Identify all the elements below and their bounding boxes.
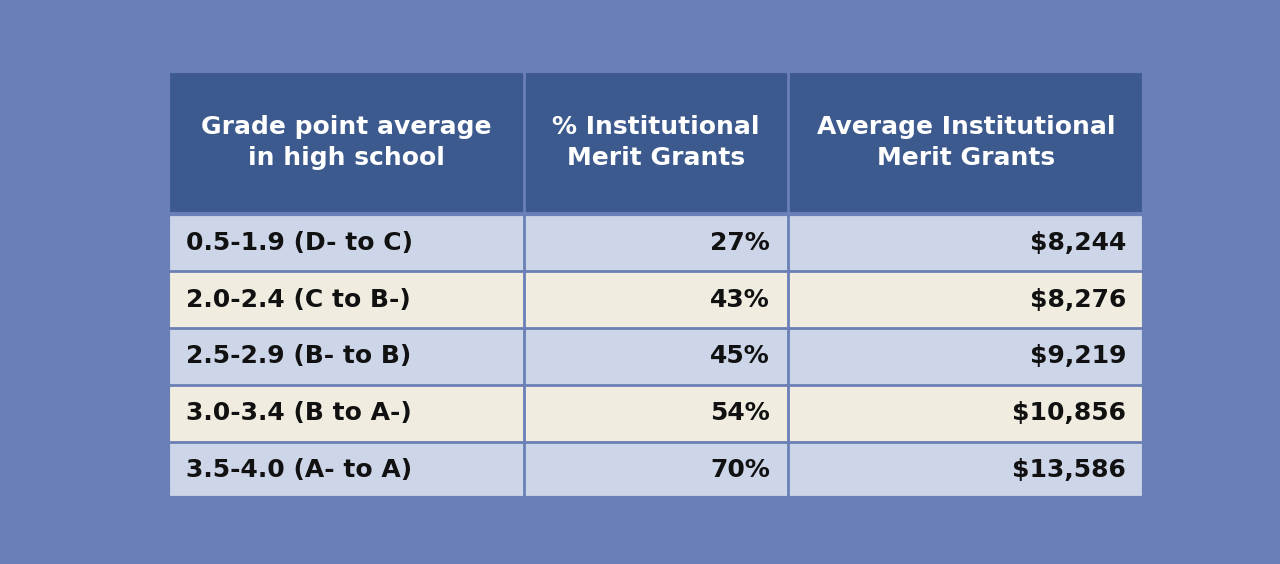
Text: $9,219: $9,219	[1029, 345, 1126, 368]
Bar	[787, 385, 1144, 442]
Text: $13,586: $13,586	[1012, 458, 1126, 482]
Text: $8,276: $8,276	[1030, 288, 1126, 311]
Bar	[525, 442, 787, 499]
Bar	[525, 385, 787, 442]
Text: 2.5-2.9 (B- to B): 2.5-2.9 (B- to B)	[186, 345, 411, 368]
Bar	[168, 214, 525, 271]
Text: 70%: 70%	[710, 458, 771, 482]
Text: 0.5-1.9 (D- to C): 0.5-1.9 (D- to C)	[186, 231, 412, 255]
Text: % Institutional
Merit Grants: % Institutional Merit Grants	[552, 116, 760, 170]
Text: 43%: 43%	[710, 288, 771, 311]
Bar	[787, 442, 1144, 499]
Bar	[168, 442, 525, 499]
Bar	[525, 214, 787, 271]
Bar	[168, 328, 525, 385]
Text: $8,244: $8,244	[1030, 231, 1126, 255]
Bar	[168, 271, 525, 328]
Bar	[525, 328, 787, 385]
Text: 3.5-4.0 (A- to A): 3.5-4.0 (A- to A)	[186, 458, 412, 482]
Text: 27%: 27%	[710, 231, 771, 255]
Bar	[168, 385, 525, 442]
Bar	[168, 71, 1144, 214]
Bar	[787, 271, 1144, 328]
Text: 45%: 45%	[710, 345, 771, 368]
Text: $10,856: $10,856	[1012, 401, 1126, 425]
Bar	[787, 328, 1144, 385]
Text: 54%: 54%	[710, 401, 771, 425]
Text: 2.0-2.4 (C to B-): 2.0-2.4 (C to B-)	[186, 288, 411, 311]
Text: Grade point average
in high school: Grade point average in high school	[201, 116, 492, 170]
Text: Average Institutional
Merit Grants: Average Institutional Merit Grants	[817, 116, 1115, 170]
Bar	[525, 271, 787, 328]
Bar	[787, 214, 1144, 271]
Text: 3.0-3.4 (B to A-): 3.0-3.4 (B to A-)	[186, 401, 412, 425]
